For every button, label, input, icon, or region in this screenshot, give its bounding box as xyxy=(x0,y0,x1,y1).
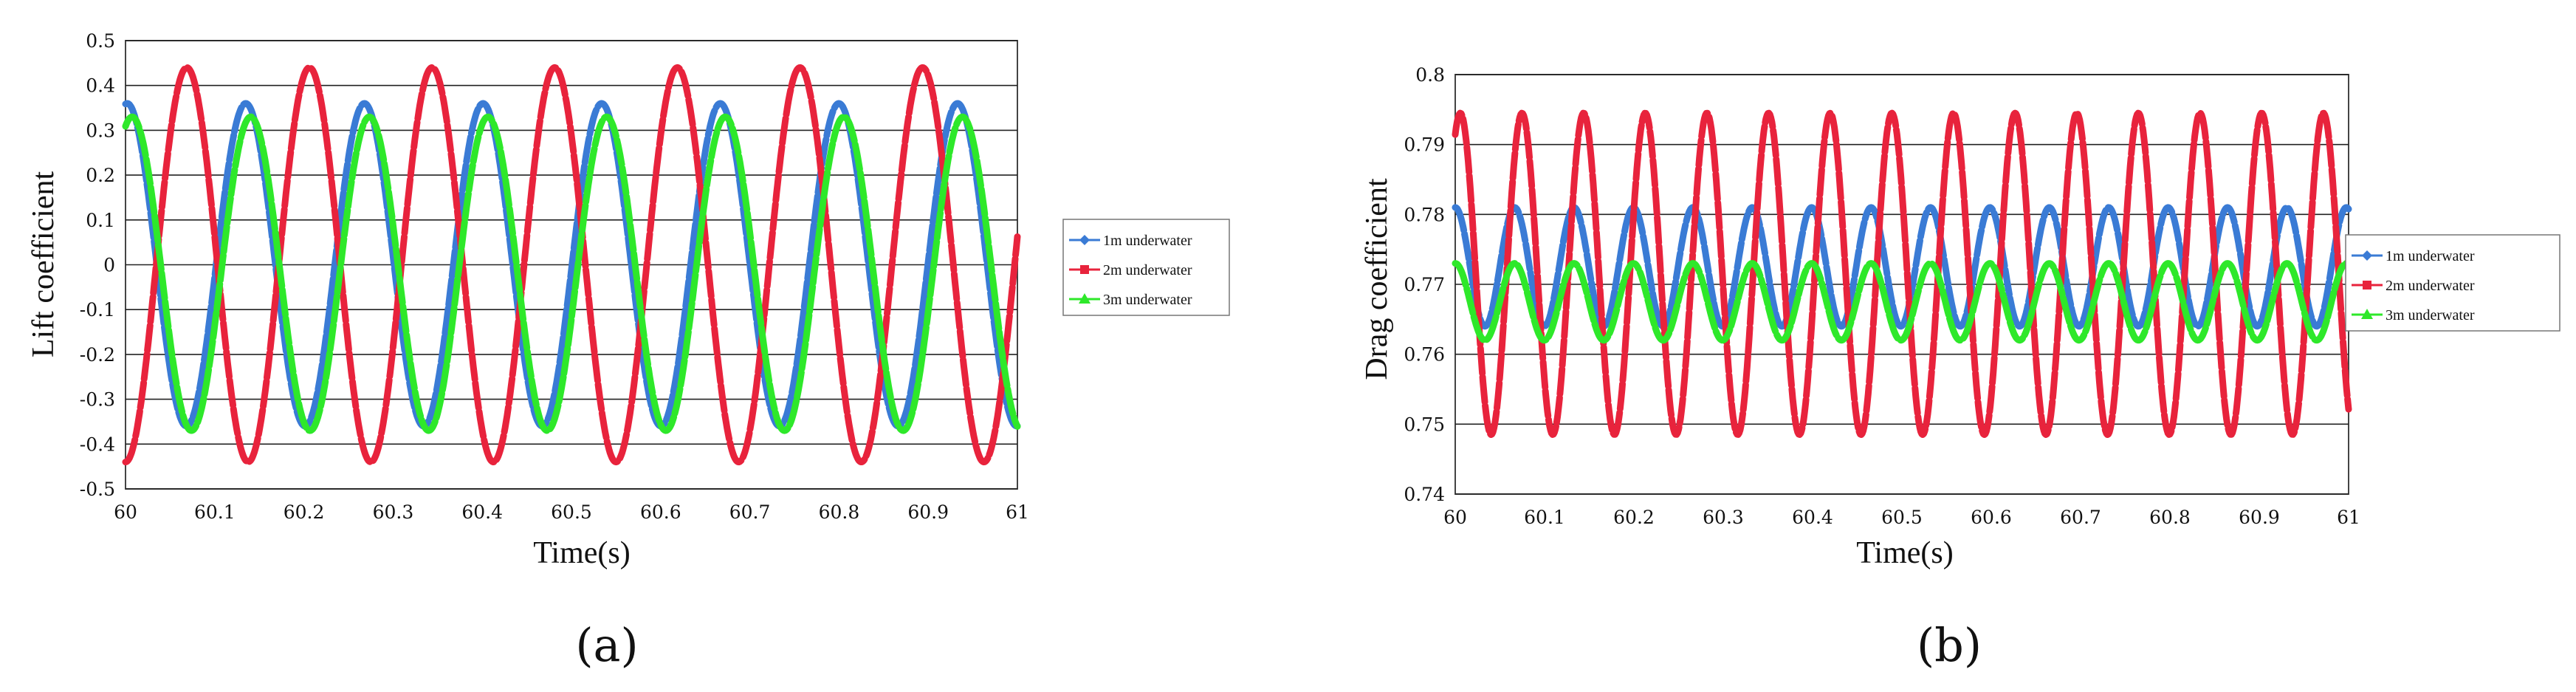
lift-x-tick-label: 60.9 xyxy=(907,501,949,523)
lift-legend-diamond-marker xyxy=(1079,235,1090,245)
lift-series-1m-line xyxy=(122,100,1021,430)
drag-x-tick-label: 60.5 xyxy=(1881,507,1923,528)
lift-chart-panel: 0.50.40.30.20.10-0.1-0.2-0.3-0.4-0.5 60 6… xyxy=(27,30,1230,672)
drag-y-tick-label: 0.78 xyxy=(1404,204,1445,225)
lift-y-tick-label: -0.5 xyxy=(80,479,115,500)
drag-series xyxy=(1452,109,2352,438)
drag-y-tick-label: 0.79 xyxy=(1404,134,1445,156)
drag-x-tick-label: 60.8 xyxy=(2149,507,2191,528)
drag-x-tick-label: 60.4 xyxy=(1792,507,1833,528)
drag-x-axis-title: Time(s) xyxy=(1856,536,1953,570)
lift-y-tick-label: 0.2 xyxy=(86,165,115,186)
drag-x-tick-label: 60.1 xyxy=(1524,507,1565,528)
drag-series-2m-line xyxy=(1452,109,2352,438)
lift-x-tick-label: 60.4 xyxy=(461,501,503,523)
drag-y-tick-label: 0.77 xyxy=(1404,274,1445,295)
lift-legend-square-marker xyxy=(1080,265,1089,274)
drag-y-tick-label: 0.76 xyxy=(1404,344,1445,366)
lift-y-tick-label: 0.3 xyxy=(86,120,115,141)
lift-series-2m-line xyxy=(122,64,1021,466)
lift-panel-label: (a) xyxy=(575,618,638,672)
drag-legend-diamond-marker xyxy=(2362,250,2372,261)
lift-y-tick-label: 0.1 xyxy=(86,210,115,231)
drag-chart-panel: 0.80.790.780.770.760.750.74 60 60.1 60.2 60… xyxy=(1360,64,2560,672)
lift-x-tick-label: 60.8 xyxy=(819,501,860,523)
lift-x-tick-label: 60.5 xyxy=(551,501,592,523)
lift-series-3m-line xyxy=(122,113,1021,434)
drag-legend-triangle-marker xyxy=(2361,309,2373,319)
lift-y-tick-label: -0.4 xyxy=(80,434,115,455)
lift-legend-label: 1m underwater xyxy=(1103,233,1192,249)
lift-y-tick-label: 0.4 xyxy=(86,75,115,97)
drag-x-tick-label: 60.6 xyxy=(1971,507,2012,528)
drag-x-tick-label: 60.3 xyxy=(1703,507,1744,528)
drag-y-tick-label: 0.75 xyxy=(1404,414,1445,435)
drag-y-tick-label: 0.8 xyxy=(1415,64,1445,86)
drag-x-ticks: 60 60.1 60.2 60.3 60.4 60.5 60.6 60.7 60.8 60.9 61 xyxy=(1443,507,2360,528)
lift-x-axis-title: Time(s) xyxy=(533,536,630,570)
drag-series-3m-line xyxy=(1452,260,2352,344)
lift-y-tick-label: 0 xyxy=(103,255,115,276)
lift-y-tick-label: 0.5 xyxy=(86,30,115,52)
drag-x-tick-label: 60.7 xyxy=(2060,507,2101,528)
lift-y-tick-label: -0.3 xyxy=(80,389,115,411)
lift-legend-label: 2m underwater xyxy=(1103,262,1192,278)
drag-legend-label: 3m underwater xyxy=(2386,307,2475,323)
drag-x-tick-label: 60 xyxy=(1443,507,1467,528)
lift-x-tick-label: 60 xyxy=(114,501,137,523)
drag-legend-label: 2m underwater xyxy=(2386,278,2475,294)
lift-y-ticks: 0.5 0.4 0.3 0.2 0.1 0 -0.1 -0.2 -0.3 -0.4 -0.5 xyxy=(80,30,115,500)
lift-x-tick-label: 60.6 xyxy=(640,501,681,523)
lift-legend-label: 3m underwater xyxy=(1103,292,1192,308)
drag-gridlines xyxy=(1455,74,2349,495)
drag-panel-label: (b) xyxy=(1917,618,1982,672)
drag-y-axis-title: Drag coefficient xyxy=(1360,178,1394,380)
lift-x-tick-label: 60.7 xyxy=(729,501,771,523)
drag-legend-label: 1m underwater xyxy=(2386,248,2475,264)
lift-legend-triangle-marker xyxy=(1079,293,1090,304)
lift-legend: 1m underwater 2m underwater 3m underwater xyxy=(1062,219,1230,316)
lift-x-tick-label: 60.3 xyxy=(373,501,414,523)
lift-x-tick-label: 60.1 xyxy=(194,501,236,523)
lift-series xyxy=(122,64,1021,466)
drag-y-ticks: 0.8 0.79 0.78 0.77 0.76 0.75 0.74 xyxy=(1404,64,1445,505)
drag-x-tick-label: 61 xyxy=(2337,507,2360,528)
lift-x-tick-label: 61 xyxy=(1006,501,1029,523)
drag-y-tick-label: 0.74 xyxy=(1404,484,1445,505)
lift-x-ticks: 60 60.1 60.2 60.3 60.4 60.5 60.6 60.7 60.8 60.9 61 xyxy=(114,501,1029,523)
drag-legend: 1m underwater 2m underwater 3m underwater xyxy=(2345,234,2560,332)
drag-x-tick-label: 60.2 xyxy=(1613,507,1655,528)
lift-y-tick-label: -0.2 xyxy=(80,344,115,366)
lift-x-tick-label: 60.2 xyxy=(284,501,325,523)
lift-y-axis-title: Lift coefficient xyxy=(27,171,61,358)
lift-y-tick-label: -0.1 xyxy=(80,299,115,321)
drag-x-tick-label: 60.9 xyxy=(2239,507,2280,528)
drag-legend-square-marker xyxy=(2363,281,2371,290)
